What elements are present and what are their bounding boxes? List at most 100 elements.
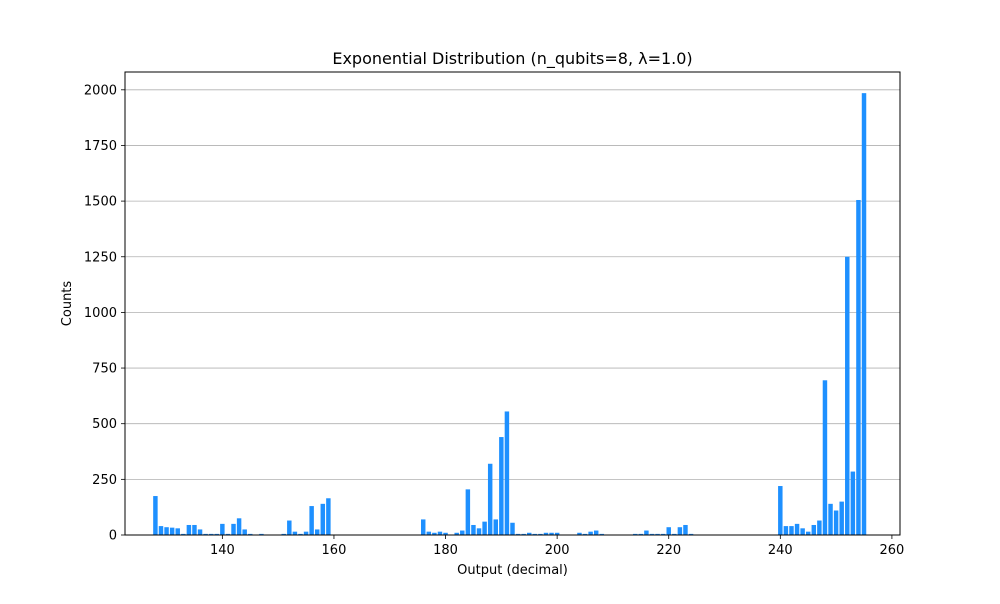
bar-240 bbox=[778, 486, 783, 535]
bar-251 bbox=[839, 501, 844, 535]
bar-194 bbox=[521, 533, 526, 535]
bar-138 bbox=[208, 533, 214, 535]
bar-197 bbox=[538, 533, 543, 535]
x-axis: 140 160 180 200 220 240 260 bbox=[210, 535, 904, 558]
bar-140 bbox=[220, 523, 225, 535]
x-tick-label: 260 bbox=[879, 543, 904, 558]
y-axis: 0 250 500 750 1000 1250 1500 1750 2000 bbox=[84, 83, 125, 544]
chart-title: Exponential Distribution (n_qubits=8, λ=… bbox=[332, 49, 692, 69]
bar-252 bbox=[845, 256, 850, 535]
bar-131 bbox=[169, 527, 175, 535]
plot-area-frame bbox=[124, 71, 901, 536]
bar-151 bbox=[281, 533, 286, 535]
y-tick-label: 1000 bbox=[84, 306, 117, 321]
bar-143 bbox=[236, 518, 242, 535]
bar-190 bbox=[499, 437, 504, 535]
bar-141 bbox=[225, 533, 231, 535]
x-axis-label: Output (decimal) bbox=[457, 563, 568, 578]
bar-152 bbox=[287, 520, 292, 535]
bar-223 bbox=[683, 524, 688, 535]
bar-130 bbox=[164, 527, 169, 535]
bar-217 bbox=[649, 533, 655, 535]
bar-183 bbox=[460, 530, 465, 535]
y-tick-label: 500 bbox=[92, 417, 117, 432]
bar-247 bbox=[817, 520, 822, 535]
bar-246 bbox=[811, 524, 817, 535]
bar-248 bbox=[822, 380, 828, 535]
bar-215 bbox=[638, 533, 644, 535]
bar-128 bbox=[153, 496, 158, 535]
bars bbox=[153, 93, 867, 535]
bar-185 bbox=[471, 524, 476, 535]
bar-147 bbox=[259, 533, 264, 535]
bar-221 bbox=[672, 533, 677, 535]
bar-144 bbox=[242, 529, 247, 535]
x-tick-label: 200 bbox=[545, 543, 570, 558]
bar-176 bbox=[420, 519, 426, 535]
bar-253 bbox=[850, 471, 856, 535]
bar-137 bbox=[203, 533, 208, 535]
bar-132 bbox=[175, 528, 180, 535]
bar-241 bbox=[783, 526, 789, 535]
bar-224 bbox=[688, 533, 694, 535]
y-tick-label: 1500 bbox=[84, 195, 117, 210]
bar-133 bbox=[181, 533, 186, 535]
bar-220 bbox=[666, 527, 671, 535]
bar-159 bbox=[326, 498, 331, 535]
bar-206 bbox=[588, 531, 593, 535]
bar-156 bbox=[309, 506, 314, 535]
bar-180 bbox=[443, 532, 448, 535]
y-axis-label: Counts bbox=[60, 281, 75, 327]
x-tick-label: 160 bbox=[322, 543, 347, 558]
bar-134 bbox=[186, 524, 192, 535]
bar-214 bbox=[633, 533, 638, 535]
bar-198 bbox=[543, 532, 549, 535]
bar-195 bbox=[527, 532, 532, 535]
bar-244 bbox=[800, 528, 805, 535]
bar-191 bbox=[504, 411, 510, 535]
x-tick-label: 140 bbox=[210, 543, 235, 558]
bar-158 bbox=[320, 503, 326, 535]
x-tick-label: 180 bbox=[433, 543, 458, 558]
bar-207 bbox=[593, 530, 599, 535]
bar-139 bbox=[214, 533, 220, 535]
bar-192 bbox=[510, 522, 515, 535]
bar-196 bbox=[532, 533, 538, 535]
bar-200 bbox=[554, 532, 560, 535]
bar-250 bbox=[833, 510, 839, 535]
bar-184 bbox=[465, 489, 471, 535]
y-tick-label: 750 bbox=[92, 362, 117, 377]
bar-155 bbox=[303, 531, 309, 535]
bar-216 bbox=[644, 530, 649, 535]
bar-205 bbox=[582, 533, 588, 535]
bar-186 bbox=[476, 528, 482, 535]
bar-219 bbox=[660, 533, 666, 535]
bar-178 bbox=[432, 532, 437, 535]
bar-222 bbox=[677, 527, 683, 535]
bar-255 bbox=[861, 93, 867, 535]
bar-135 bbox=[192, 524, 197, 535]
bar-179 bbox=[437, 531, 443, 535]
bar-153 bbox=[292, 531, 298, 535]
bar-188 bbox=[487, 463, 493, 535]
x-tick-label: 220 bbox=[656, 543, 681, 558]
y-tick-label: 0 bbox=[109, 529, 117, 544]
bar-193 bbox=[515, 533, 521, 535]
y-gridlines bbox=[125, 89, 900, 536]
bar-218 bbox=[655, 533, 660, 535]
bar-182 bbox=[454, 532, 459, 535]
y-tick-label: 2000 bbox=[84, 83, 117, 98]
bar-177 bbox=[426, 531, 432, 535]
bar-204 bbox=[577, 532, 582, 535]
y-tick-label: 1750 bbox=[84, 139, 117, 154]
bar-187 bbox=[482, 521, 487, 535]
x-tick-label: 240 bbox=[768, 543, 793, 558]
bar-245 bbox=[805, 531, 811, 535]
bar-145 bbox=[248, 533, 253, 535]
bar-243 bbox=[794, 523, 800, 535]
y-tick-label: 250 bbox=[92, 473, 117, 488]
bar-189 bbox=[493, 519, 498, 535]
bar-136 bbox=[197, 529, 203, 535]
